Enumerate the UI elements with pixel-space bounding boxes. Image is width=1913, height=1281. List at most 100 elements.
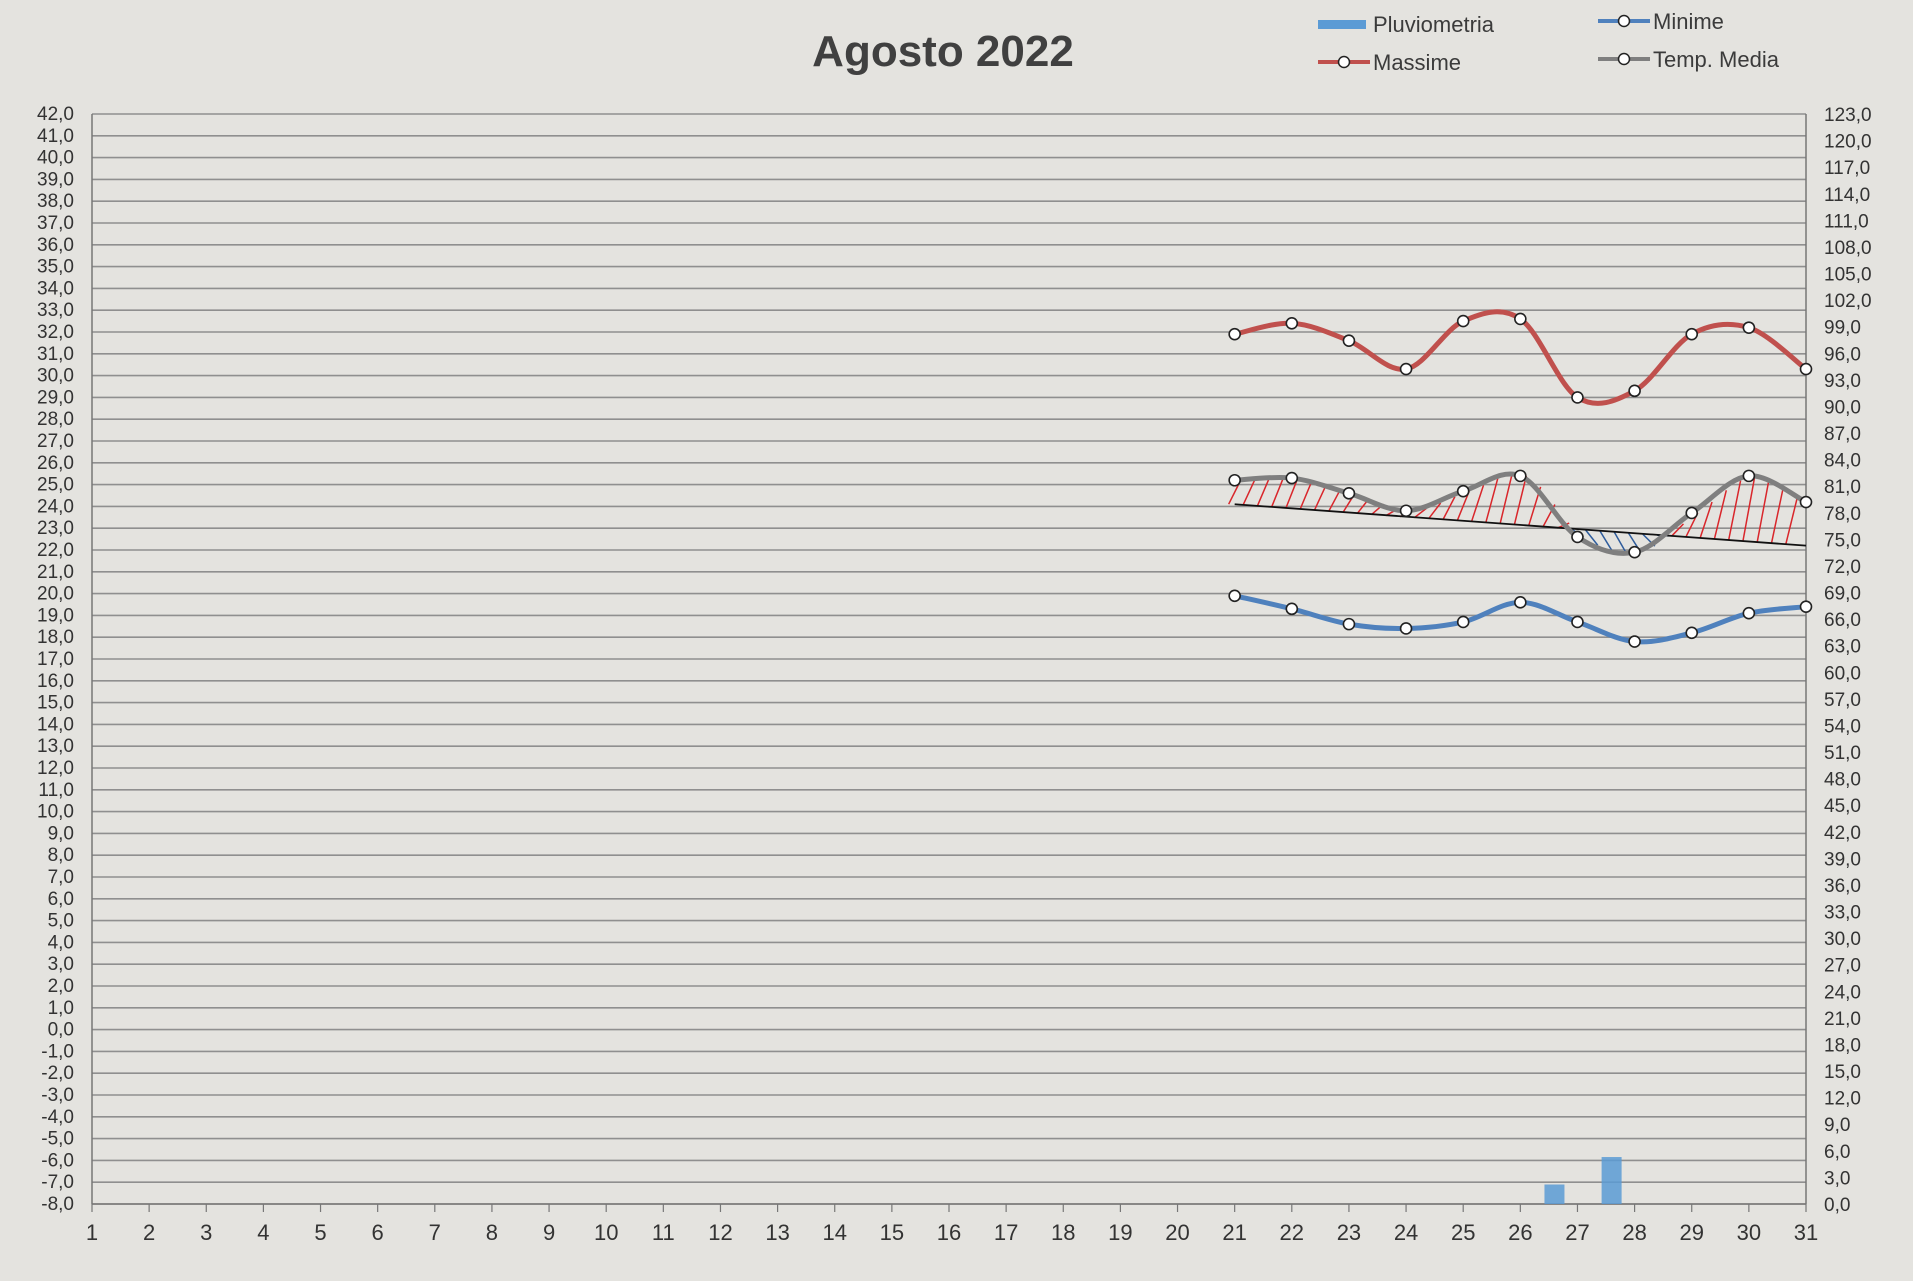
minime-point [1514,596,1527,609]
right-axis-tick-label: 21,0 [1824,1009,1861,1030]
x-axis-tick-label: 7 [429,1220,441,1245]
right-axis-tick-label: 54,0 [1824,716,1861,737]
x-axis-tick-label: 15 [880,1220,904,1245]
hatch-line [1456,490,1470,522]
left-axis-tick-label: 16,0 [37,671,74,692]
right-axis-tick-label: 84,0 [1824,451,1861,472]
right-axis-tick-label: 108,0 [1824,238,1872,259]
left-axis-tick-label: -1,0 [41,1041,74,1062]
legend-swatch-bar [1318,20,1366,29]
temp-media-point [1285,471,1299,485]
x-axis-tick-label: 19 [1108,1220,1132,1245]
x-axis-tick-label: 30 [1737,1220,1761,1245]
hatch-line [1670,523,1684,537]
left-axis-tick-label: 37,0 [37,213,74,234]
legend: Pluviometria Minime Massime Temp. Media [1318,9,1780,75]
chart-title: Agosto 2022 [812,27,1074,76]
right-axis-tick-label: 102,0 [1824,291,1872,312]
pluviometria-bars [1544,1157,1622,1204]
right-axis-tick-label: 60,0 [1824,663,1861,684]
gridlines [92,113,1806,1205]
left-axis-tick-label: 36,0 [37,235,74,256]
left-axis-tick-label: 0,0 [48,1020,74,1041]
hatch-line [1713,490,1728,540]
x-axis-tick-label: 6 [372,1220,384,1245]
hatch-line [1513,475,1528,526]
left-axis-tick-label: 17,0 [37,649,74,670]
massime-point [1571,391,1584,404]
hatch-line [1413,507,1427,519]
legend-label: Pluviometria [1373,12,1495,37]
left-axis-tick-label: 13,0 [37,736,74,757]
hatch-line [1428,502,1442,520]
left-axis-tick-label: 18,0 [37,627,74,648]
massime-point [1514,312,1527,326]
left-axis-tick-label: 5,0 [48,911,74,932]
left-axis-tick-label: 20,0 [37,584,74,605]
right-axis-tick-label: 36,0 [1824,876,1861,897]
hatch-line [1784,495,1799,545]
pluviometria-bar [1544,1184,1565,1204]
right-axis-tick-label: 120,0 [1824,132,1872,153]
x-axis-tick-label: 9 [543,1220,555,1245]
x-axis-tick-label: 20 [1165,1220,1189,1245]
x-axis-tick-label: 31 [1794,1220,1818,1245]
left-axis-tick-label: 35,0 [37,257,74,278]
left-axis-tick-label: 10,0 [37,802,74,823]
temp-media-line [1232,471,1809,556]
legend-swatch-marker [1617,14,1631,28]
right-axis-tick-label: 93,0 [1824,371,1861,392]
right-axis-tick-label: 33,0 [1824,903,1861,924]
left-axis-tick-label: -5,0 [41,1129,74,1150]
temp-media-point [1742,469,1756,483]
right-axis-tick-label: 6,0 [1824,1142,1850,1163]
left-axis-tick-label: 40,0 [37,148,74,169]
x-axis-tick-label: 2 [143,1220,155,1245]
left-axis-tick-label: 4,0 [48,932,74,953]
left-axis-tick-label: 9,0 [48,823,74,844]
right-axis-tick-label: 90,0 [1824,397,1861,418]
x-axis-tick-label: 27 [1565,1220,1589,1245]
series-lines [1228,309,1813,648]
temp-media-point [1799,495,1813,509]
right-axis-tick-label: 12,0 [1824,1089,1861,1110]
right-axis-tick-label: 18,0 [1824,1035,1861,1056]
x-axis-tick-label: 18 [1051,1220,1075,1245]
x-axis-tick-label: 1 [86,1220,98,1245]
temp-media-point [1514,469,1527,483]
left-axis-tick-label: -7,0 [41,1172,74,1193]
tick-labels: -8,0-7,0-6,0-5,0-4,0-3,0-2,0-1,00,01,02,… [37,104,1872,1245]
left-axis-tick-label: 26,0 [37,453,74,474]
massime-point [1456,314,1470,328]
pluviometria-bar [1601,1157,1622,1204]
massime-point [1799,362,1813,376]
legend-swatch-marker [1337,55,1351,69]
left-axis-tick-label: 29,0 [37,387,74,408]
left-axis-tick-label: 34,0 [37,278,74,299]
right-axis-tick-label: 42,0 [1824,823,1861,844]
right-axis-tick-label: 45,0 [1824,796,1861,817]
x-axis-tick-label: 10 [594,1220,618,1245]
x-axis-tick-label: 12 [708,1220,732,1245]
hatch-line [1599,530,1613,552]
left-axis-tick-label: 42,0 [37,104,74,125]
x-axis-tick-label: 4 [257,1220,269,1245]
right-axis-tick-label: 51,0 [1824,743,1861,764]
x-axis-tick-label: 13 [765,1220,789,1245]
hatch-line [1299,480,1313,510]
minime-point [1228,589,1241,603]
x-axis-tick-label: 3 [200,1220,212,1245]
left-axis-tick-label: 39,0 [37,169,74,190]
right-axis-tick-label: 9,0 [1824,1115,1850,1136]
left-axis-tick-label: 28,0 [37,409,74,430]
x-axis-tick-label: 17 [994,1220,1018,1245]
left-axis-tick-label: 33,0 [37,300,74,321]
right-axis-tick-label: 27,0 [1824,956,1861,977]
left-axis-tick-label: 23,0 [37,518,74,539]
minime-point [1799,600,1813,613]
right-axis-tick-label: 0,0 [1824,1195,1850,1216]
hatch-line [1499,474,1513,525]
